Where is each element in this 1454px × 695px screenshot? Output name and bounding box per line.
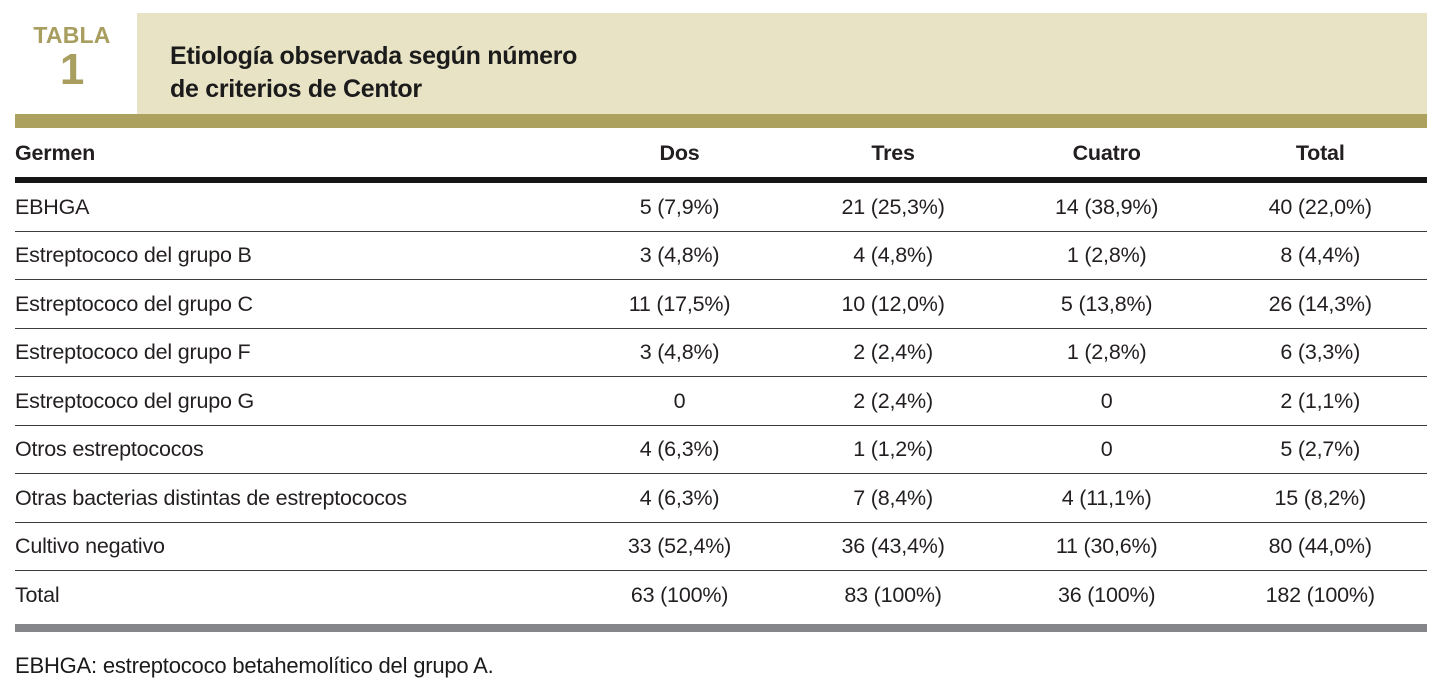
value-cell: 21 (25,3%) — [786, 180, 1000, 232]
value-cell: 4 (4,8%) — [786, 231, 1000, 280]
col-header-total: Total — [1213, 128, 1427, 183]
value-cell: 36 (100%) — [1057, 582, 1156, 607]
germen-cell: Otros estreptococos — [15, 425, 573, 474]
accent-bar — [15, 114, 1427, 128]
value-cell: 2 (2,4%) — [786, 376, 1000, 426]
table-body: EBHGA 5 (7,9%) 21 (25,3%) 14 (38,9%) 40 (22,… — [15, 180, 1427, 619]
title-line-2: de criterios de Centor — [170, 75, 422, 103]
value-cell: 7 (8,4%) — [786, 473, 1000, 523]
figure-header: TABLA 1 Etiología observada según número… — [0, 0, 1454, 114]
col-header-tres: Tres — [786, 128, 1000, 183]
badge-number: 1 — [59, 45, 85, 94]
table-badge: TABLA 1 — [18, 22, 126, 94]
header-row: Germen Dos Tres Cuatro Total — [15, 128, 1427, 183]
value-cell: 11 (30,6%) — [999, 522, 1214, 571]
value-cell: 182 (100%) — [1265, 582, 1375, 607]
germen-cell: Total — [15, 582, 60, 607]
table-row: EBHGA 5 (7,9%) 21 (25,3%) 14 (38,9%) 40 (22,… — [15, 180, 1427, 232]
value-cell: 5 (2,7%) — [1213, 425, 1427, 474]
badge-label: TABLA — [33, 22, 111, 48]
col-header-germen: Germen — [15, 128, 573, 183]
value-cell: 1 (2,8%) — [999, 231, 1214, 280]
etiology-table: Germen Dos Tres Cuatro Total EBHGA 5 (7,9… — [15, 128, 1427, 619]
table-bottom-bar — [15, 623, 1427, 632]
value-cell: 4 (11,1%) — [999, 473, 1214, 523]
value-cell: 0 — [999, 376, 1214, 426]
value-cell: 83 (100%) — [844, 582, 942, 607]
value-cell: 80 (44,0%) — [1213, 522, 1427, 571]
value-cell: 63 (100%) — [630, 582, 729, 607]
value-cell: 10 (12,0%) — [786, 279, 1000, 329]
value-cell: 4 (6,3%) — [572, 473, 787, 523]
table-row: Otras bacterias distintas de estreptococ… — [15, 473, 1427, 523]
value-cell: 0 — [572, 376, 787, 426]
value-cell: 1 (2,8%) — [999, 328, 1214, 377]
value-cell: 8 (4,4%) — [1213, 231, 1427, 280]
value-cell: 2 (1,1%) — [1213, 376, 1427, 426]
germen-cell: Estreptococo del grupo B — [15, 231, 573, 280]
title-line-1: Etiología observada según número — [170, 42, 578, 70]
value-cell: 3 (4,8%) — [572, 231, 787, 280]
value-cell: 5 (7,9%) — [572, 180, 787, 232]
footnote: EBHGA: estreptococo betahemolítico del g… — [15, 652, 494, 678]
value-cell: 15 (8,2%) — [1213, 473, 1427, 523]
value-cell: 1 (1,2%) — [786, 425, 1000, 474]
germen-cell: Otras bacterias distintas de estreptococ… — [15, 473, 573, 523]
germen-cell: EBHGA — [15, 180, 573, 232]
value-cell: 3 (4,8%) — [572, 328, 787, 377]
germen-cell: Estreptococo del grupo C — [15, 279, 573, 329]
value-cell: 33 (52,4%) — [572, 522, 787, 571]
table-row: Otros estreptococos 4 (6,3%) 1 (1,2%) 0 5 (2… — [15, 425, 1427, 474]
col-header-dos: Dos — [572, 128, 787, 183]
value-cell: 5 (13,8%) — [999, 279, 1214, 329]
value-cell: 26 (14,3%) — [1213, 279, 1427, 329]
value-cell: 11 (17,5%) — [572, 279, 787, 329]
table-row: Total 63 (100%) 83 (100%) 36 (100%) 182 (100… — [15, 571, 1427, 619]
value-cell: 14 (38,9%) — [999, 180, 1214, 232]
germen-cell: Estreptococo del grupo G — [15, 376, 573, 426]
table-row: Estreptococo del grupo C 11 (17,5%) 10 (12… — [15, 279, 1427, 329]
germen-cell: Estreptococo del grupo F — [15, 328, 573, 377]
value-cell: 0 — [999, 425, 1214, 474]
value-cell: 36 (43,4%) — [786, 522, 1000, 571]
value-cell: 40 (22,0%) — [1213, 180, 1427, 232]
value-cell: 4 (6,3%) — [572, 425, 787, 474]
germen-cell: Cultivo negativo — [15, 522, 573, 571]
col-header-cuatro: Cuatro — [999, 128, 1214, 183]
table-row: Cultivo negativo 33 (52,4%) 36 (43,4%) 11 (… — [15, 522, 1427, 571]
value-cell: 2 (2,4%) — [786, 328, 1000, 377]
table-title: Etiología observada según número de crit… — [137, 13, 1427, 114]
value-cell: 6 (3,3%) — [1213, 328, 1427, 377]
